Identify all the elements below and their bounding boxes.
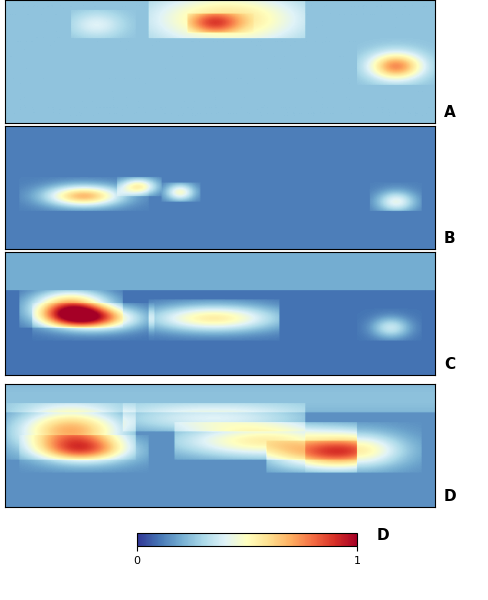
Text: B: B	[443, 231, 454, 246]
Text: C: C	[443, 357, 454, 372]
Text: D: D	[443, 489, 455, 504]
Text: A: A	[443, 105, 455, 120]
Text: D: D	[376, 528, 388, 543]
